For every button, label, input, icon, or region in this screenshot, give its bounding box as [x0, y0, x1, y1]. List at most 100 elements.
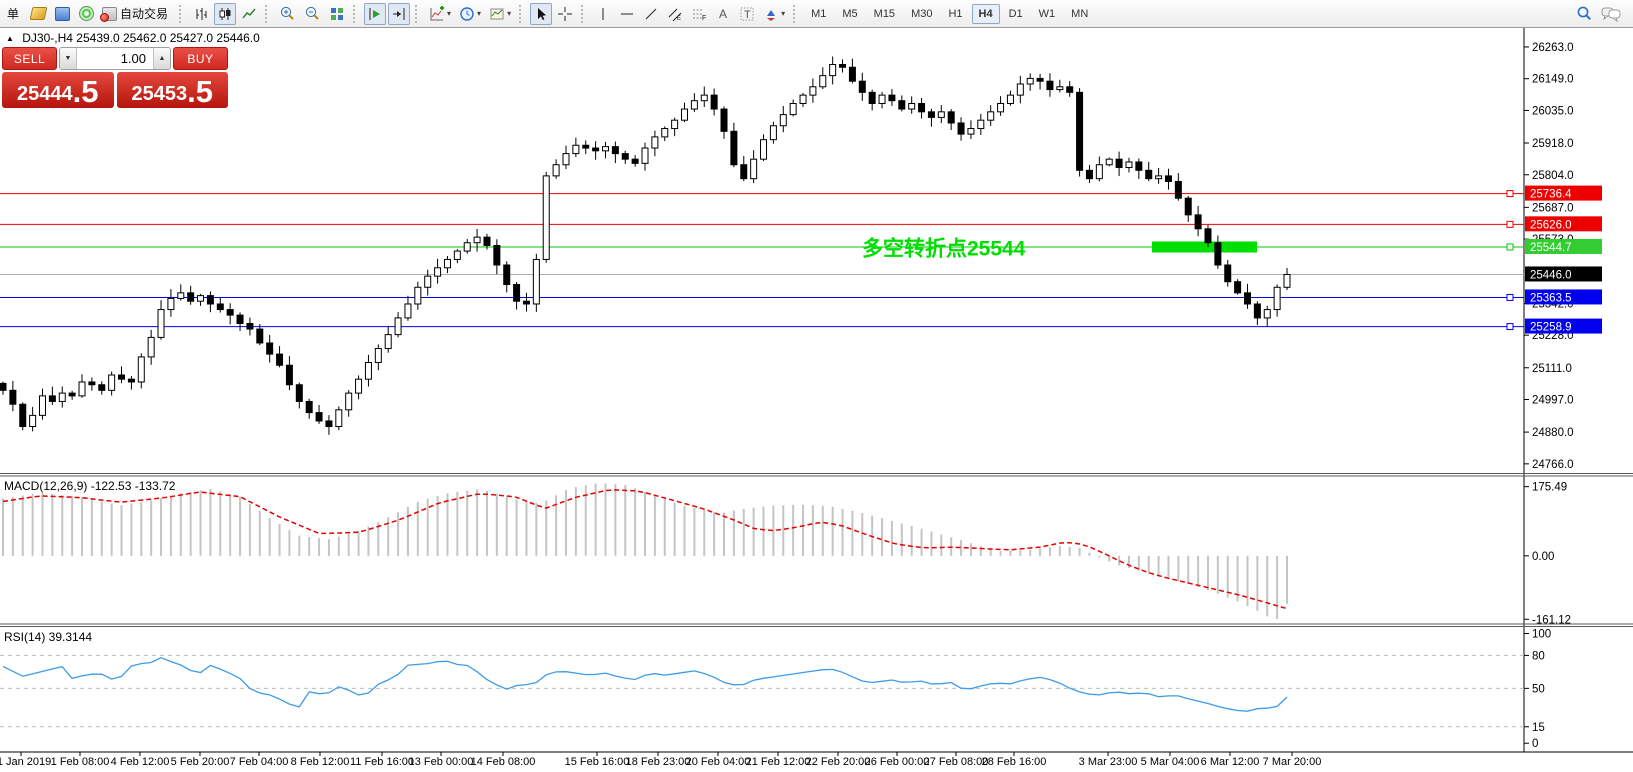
time-axis-label: 3 Mar 23:00 [1079, 756, 1138, 768]
tile-windows-icon [331, 7, 344, 20]
periods-button[interactable]: ▾ [456, 3, 484, 25]
bar-chart-icon [196, 7, 207, 20]
new-chart-button[interactable] [27, 3, 49, 25]
bar-chart-button[interactable] [190, 3, 212, 25]
candle [434, 267, 442, 277]
candlestick-chart-button[interactable] [214, 2, 237, 25]
search-button[interactable] [1573, 3, 1596, 25]
candle [532, 258, 540, 305]
timeframe-w1-button[interactable]: W1 [1032, 4, 1063, 24]
collapse-panel-arrow-icon[interactable]: ▲ [6, 34, 14, 43]
zoom-out-button[interactable] [301, 3, 324, 25]
level-price-label [1525, 238, 1602, 254]
chart-ohlc-header: ▲ DJ30-,H4 25439.0 25462.0 25427.0 25446… [6, 31, 260, 45]
crosshair-tool-button[interactable] [554, 3, 576, 25]
market-watch-button[interactable] [51, 3, 73, 25]
price-axis-label: 25918.0 [1532, 138, 1574, 150]
volume-stepper: 1.00 [59, 47, 171, 70]
toolbar-grip [265, 4, 270, 23]
timeframe-m15-button[interactable]: M15 [867, 4, 902, 24]
toolbar-grip [415, 4, 420, 23]
macd-axis-label: -161.12 [1532, 614, 1571, 626]
timeframe-d1-button[interactable]: D1 [1002, 4, 1030, 24]
timeframe-h1-button[interactable]: H1 [941, 4, 969, 24]
timeframe-m1-button[interactable]: M1 [804, 4, 833, 24]
candle [769, 125, 777, 141]
level-line-handle[interactable] [1506, 293, 1514, 301]
text-tool-button[interactable]: A [712, 3, 734, 25]
buy-button[interactable]: BUY [173, 47, 228, 70]
rsi-axis-label: 80 [1532, 650, 1545, 662]
candle [19, 403, 27, 428]
templates-button[interactable]: ▾ [486, 3, 514, 25]
trendline-tool-button[interactable] [640, 3, 662, 25]
cursor-tool-button[interactable] [530, 2, 553, 25]
level-line-handle[interactable] [1506, 220, 1514, 228]
candle [730, 130, 738, 166]
timeframe-m30-button[interactable]: M30 [904, 4, 939, 24]
level-price-label-text: 25736.4 [1530, 189, 1572, 201]
candle [364, 361, 372, 380]
auto-scroll-button[interactable] [364, 2, 387, 25]
candle [1155, 175, 1163, 180]
timeframe-h4-button[interactable]: H4 [971, 3, 1000, 24]
zoom-in-button[interactable] [276, 3, 299, 25]
candle [1036, 77, 1044, 82]
fibonacci-tool-button[interactable]: F [688, 3, 710, 25]
new-order-button[interactable]: 单 [1, 3, 25, 25]
candle [355, 378, 363, 394]
rsi-line [2, 656, 1288, 712]
level-line-handle[interactable] [1506, 243, 1514, 251]
candle [927, 111, 935, 118]
volume-value[interactable]: 1.00 [120, 51, 146, 66]
rsi-axis-label: 15 [1532, 722, 1545, 734]
sell-price-display[interactable]: 25444.5 [2, 72, 114, 108]
candle [1204, 228, 1212, 244]
signals-button[interactable] [75, 3, 97, 25]
candle [651, 136, 659, 149]
chat-button[interactable] [1598, 3, 1624, 25]
candle [740, 164, 748, 180]
candle [424, 275, 432, 288]
level-line-handle[interactable] [1506, 323, 1514, 331]
blue-document-icon [54, 6, 70, 21]
level-line-handle[interactable] [1506, 190, 1514, 198]
buy-price-display[interactable]: 25453.5 [116, 72, 228, 108]
timeframe-mn-button[interactable]: MN [1064, 4, 1095, 24]
label-tool-button[interactable]: T [736, 3, 758, 25]
chart-shift-button[interactable] [388, 2, 411, 25]
arrows-tool-button[interactable]: ▾ [760, 3, 788, 25]
horizontal-line-tool-button[interactable] [616, 3, 638, 25]
timeframe-m5-button[interactable]: M5 [835, 4, 864, 24]
candle [197, 295, 205, 302]
time-axis-label: 7 Mar 20:00 [1263, 756, 1322, 768]
indicators-button[interactable]: ▾ [426, 3, 454, 25]
vertical-line-tool-button[interactable] [592, 3, 614, 25]
signal-ripple-icon [78, 6, 94, 21]
candle [295, 384, 303, 402]
volume-decrease-button[interactable] [60, 48, 77, 69]
line-chart-button[interactable] [238, 3, 260, 25]
candle [552, 164, 560, 177]
candle [562, 153, 570, 166]
candle [463, 242, 471, 252]
volume-increase-button[interactable] [153, 48, 170, 69]
channel-tool-button[interactable]: E [664, 3, 686, 25]
pivot-highlight-box[interactable] [1152, 241, 1257, 253]
candle [1273, 286, 1281, 311]
price-axis-label: 25111.0 [1532, 363, 1572, 375]
sell-button[interactable]: SELL [2, 47, 57, 70]
candle [1283, 273, 1291, 288]
pivot-annotation-text[interactable]: 多空转折点25544 [862, 237, 1026, 261]
candle [453, 250, 461, 260]
candle [1046, 80, 1054, 91]
auto-trading-button[interactable]: 自动交易 [99, 3, 174, 25]
candle [493, 245, 501, 266]
candle [582, 144, 590, 149]
tile-windows-button[interactable] [326, 3, 348, 25]
candle [1125, 161, 1133, 169]
level-price-label-text: 25446.0 [1530, 269, 1572, 281]
candle [1253, 303, 1261, 319]
time-axis-label: 13 Feb 00:00 [409, 756, 474, 768]
